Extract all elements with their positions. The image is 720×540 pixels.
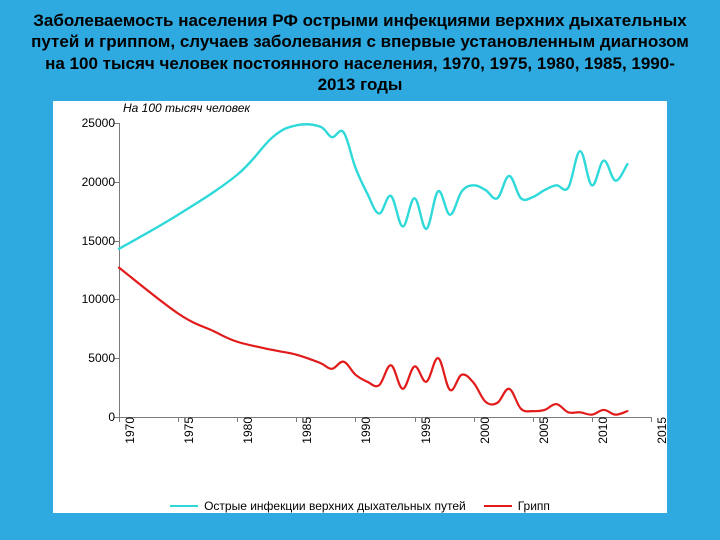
x-tick-mark <box>119 417 120 422</box>
x-tick-mark <box>355 417 356 422</box>
y-tick-label: 0 <box>63 410 115 424</box>
x-axis-line <box>119 417 651 418</box>
x-tick-label: 2010 <box>596 417 610 444</box>
chart-lines-svg <box>119 123 651 417</box>
x-tick-mark <box>237 417 238 422</box>
x-tick-label: 2005 <box>537 417 551 444</box>
x-tick-label: 1970 <box>123 417 137 444</box>
x-tick-mark <box>533 417 534 422</box>
y-tick-label: 15000 <box>63 234 115 248</box>
x-tick-mark <box>296 417 297 422</box>
x-tick-label: 1975 <box>182 417 196 444</box>
x-tick-label: 1980 <box>241 417 255 444</box>
x-tick-mark <box>415 417 416 422</box>
x-tick-mark <box>651 417 652 422</box>
plot-outer: 1970197519801985199019952000200520102015… <box>53 115 667 463</box>
y-tick-label: 25000 <box>63 116 115 130</box>
x-tick-label: 2015 <box>655 417 669 444</box>
legend-item-series-1: Грипп <box>484 499 550 513</box>
y-tick-label: 10000 <box>63 292 115 306</box>
y-tick-label: 20000 <box>63 175 115 189</box>
series-line-0 <box>119 124 627 249</box>
plot-area: 1970197519801985199019952000200520102015 <box>119 123 651 417</box>
x-tick-label: 1990 <box>359 417 373 444</box>
legend-swatch-1 <box>484 505 512 507</box>
legend-label-1: Грипп <box>518 499 550 513</box>
legend-item-series-0: Острые инфекции верхних дыхательных путе… <box>170 499 466 513</box>
x-tick-label: 2000 <box>478 417 492 444</box>
chart-main-title: Заболеваемость населения РФ острыми инфе… <box>0 0 720 101</box>
chart-legend: Острые инфекции верхних дыхательных путе… <box>53 463 667 513</box>
x-tick-label: 1985 <box>300 417 314 444</box>
y-tick-label: 5000 <box>63 351 115 365</box>
series-line-1 <box>119 268 627 415</box>
chart-subtitle: На 100 тысяч человек <box>53 101 667 115</box>
legend-label-0: Острые инфекции верхних дыхательных путе… <box>204 499 466 513</box>
x-tick-mark <box>592 417 593 422</box>
x-tick-label: 1995 <box>419 417 433 444</box>
page-root: Заболеваемость населения РФ острыми инфе… <box>0 0 720 540</box>
x-tick-mark <box>178 417 179 422</box>
chart-card: На 100 тысяч человек 1970197519801985199… <box>53 101 667 513</box>
legend-swatch-0 <box>170 505 198 507</box>
x-tick-mark <box>474 417 475 422</box>
